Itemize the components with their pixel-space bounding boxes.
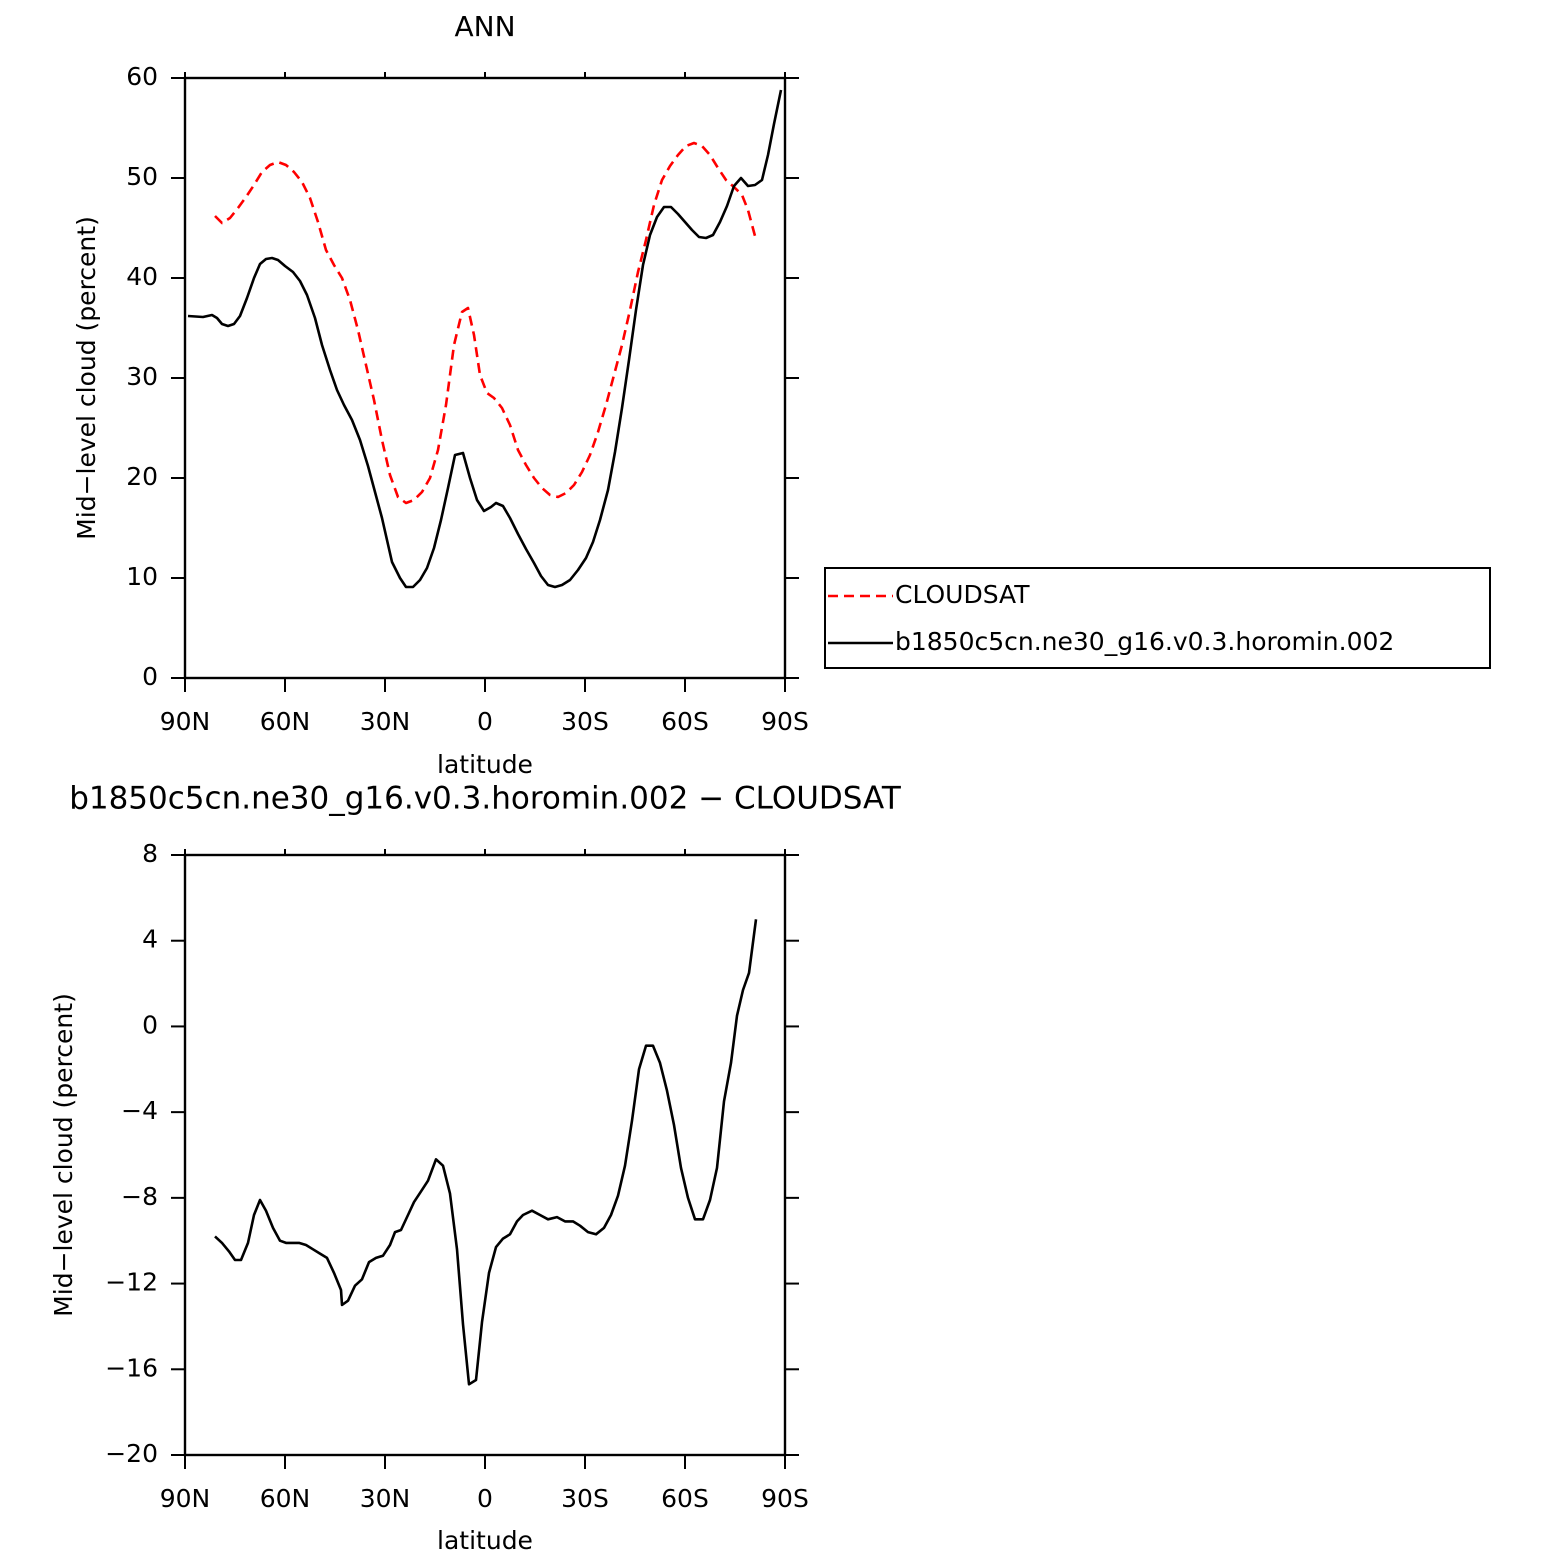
x-tick-label: 60N (260, 707, 311, 736)
x-axis-label: latitude (437, 750, 533, 779)
chart-title: ANN (454, 10, 515, 43)
y-tick-label: 8 (142, 839, 158, 868)
x-tick-label: 30S (561, 707, 609, 736)
y-tick-label: 10 (126, 562, 158, 591)
y-axis-label: Mid−level cloud (percent) (49, 993, 78, 1317)
y-axis-label: Mid−level cloud (percent) (72, 216, 101, 540)
y-tick-label: 20 (126, 462, 158, 491)
y-tick-label: −8 (121, 1182, 158, 1211)
y-tick-label: 40 (126, 262, 158, 291)
legend-box (824, 567, 1491, 669)
x-tick-label: 60S (661, 1484, 709, 1513)
series-line (187, 89, 783, 589)
x-tick-label: 90N (160, 707, 211, 736)
x-tick-label: 0 (477, 707, 493, 736)
series-line (214, 141, 757, 505)
y-tick-label: −20 (105, 1439, 158, 1468)
legend-label: b1850c5cn.ne30_g16.v0.3.horomin.002 (895, 627, 1394, 656)
y-tick-label: 4 (142, 925, 158, 954)
plot-frame (183, 76, 787, 680)
x-tick-label: 30S (561, 1484, 609, 1513)
legend-label: CLOUDSAT (895, 580, 1030, 609)
y-tick-label: −16 (105, 1353, 158, 1382)
x-axis-label: latitude (437, 1526, 533, 1555)
y-tick-label: 50 (126, 162, 158, 191)
plot-frame (183, 853, 787, 1457)
x-tick-label: 90S (761, 707, 809, 736)
y-tick-label: −4 (121, 1096, 158, 1125)
x-tick-label: 60S (661, 707, 709, 736)
x-tick-label: 30N (360, 1484, 411, 1513)
y-tick-label: 30 (126, 362, 158, 391)
x-tick-label: 90N (160, 1484, 211, 1513)
y-tick-label: 60 (126, 62, 158, 91)
chart-title: b1850c5cn.ne30_g16.v0.3.horomin.002 − CL… (69, 781, 902, 817)
y-tick-label: 0 (142, 1010, 158, 1039)
y-tick-label: −12 (105, 1268, 158, 1297)
x-tick-label: 30N (360, 707, 411, 736)
series-line (214, 919, 758, 1386)
x-tick-label: 90S (761, 1484, 809, 1513)
x-tick-label: 0 (477, 1484, 493, 1513)
x-tick-label: 60N (260, 1484, 311, 1513)
y-tick-label: 0 (142, 662, 158, 691)
